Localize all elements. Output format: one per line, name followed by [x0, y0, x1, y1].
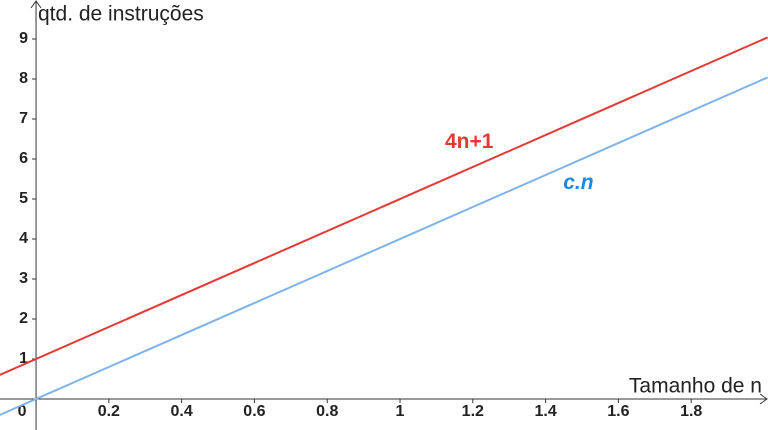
x-tick-label: 0	[18, 403, 27, 420]
y-tick-label: 9	[19, 30, 28, 47]
y-tick-label: 4	[19, 230, 28, 247]
y-tick-label: 1	[19, 350, 28, 367]
x-tick-label: 1.6	[607, 403, 629, 420]
y-tick-label: 6	[19, 150, 28, 167]
x-tick-label: 1.4	[534, 403, 556, 420]
y-axis-arrow	[30, 0, 42, 9]
x-tick-label: 1.2	[462, 403, 484, 420]
x-tick-label: 0.4	[171, 403, 193, 420]
y-axis-title: qtd. de instruções	[38, 3, 204, 26]
x-axis-title: Tamanho de n	[629, 375, 762, 398]
y-tick-label: 8	[19, 70, 28, 87]
x-tick-label: 1.8	[680, 403, 702, 420]
x-tick-label: 1	[396, 403, 405, 420]
y-tick-label: 5	[19, 190, 28, 207]
y-tick-label: 2	[19, 310, 28, 327]
series-label: 4n+1	[445, 130, 494, 153]
y-tick-label: 3	[19, 270, 28, 287]
series-line	[0, 76, 768, 416]
series-line	[0, 36, 768, 376]
x-tick-label: 0.6	[243, 403, 265, 420]
series-label: c.n	[563, 171, 593, 194]
x-tick-label: 0.2	[98, 403, 120, 420]
y-tick-label: 7	[19, 110, 28, 127]
x-axis-arrow	[759, 393, 768, 405]
x-tick-label: 0.8	[316, 403, 338, 420]
